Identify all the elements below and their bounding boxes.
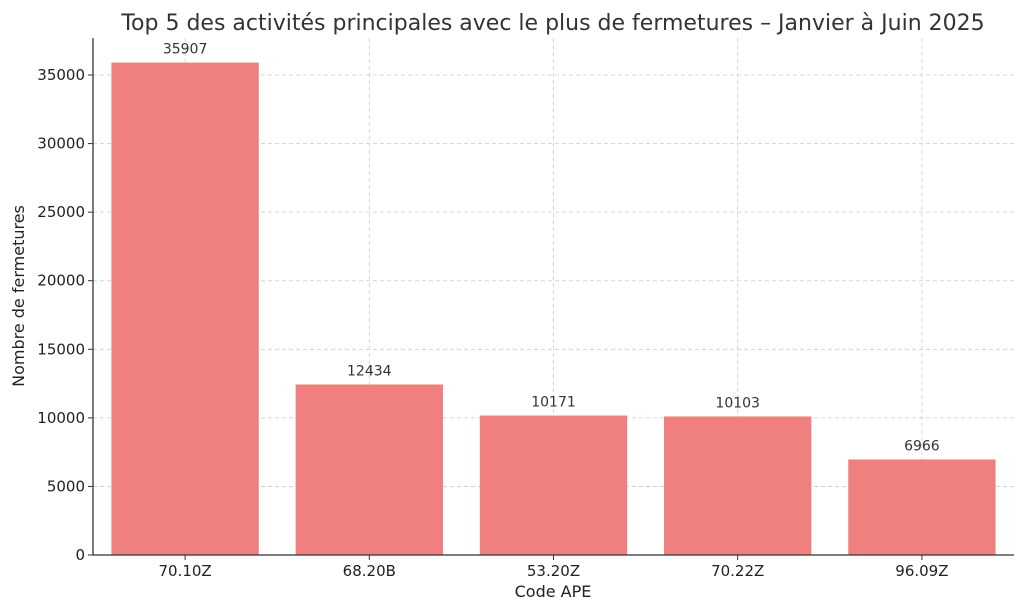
y-tick-label: 5000 — [47, 477, 85, 495]
bar — [848, 459, 996, 555]
y-tick-label: 20000 — [37, 272, 85, 290]
y-axis-title: Nombre de fermetures — [9, 205, 28, 387]
data-label: 35907 — [163, 42, 208, 58]
chart-title: Top 5 des activités principales avec le … — [120, 11, 984, 36]
data-label: 10103 — [715, 395, 760, 411]
x-tick-label: 70.22Z — [711, 562, 764, 580]
y-ticks: 0 5000 10000 15000 20000 25000 30000 35000 — [37, 66, 93, 564]
x-axis-title: Code APE — [515, 582, 592, 601]
data-label: 12434 — [347, 363, 392, 379]
x-ticks: 70.10Z 68.20B 53.20Z 70.22Z 96.09Z — [158, 555, 949, 580]
data-label: 10171 — [531, 395, 576, 411]
bar — [295, 384, 443, 555]
bar — [111, 62, 259, 556]
data-label: 6966 — [904, 438, 940, 454]
y-tick-label: 0 — [75, 546, 85, 564]
y-tick-label: 10000 — [37, 409, 85, 427]
x-tick-label: 68.20B — [343, 562, 396, 580]
data-labels: 35907 12434 10171 10103 6966 — [163, 42, 940, 455]
y-tick-label: 30000 — [37, 135, 85, 153]
y-tick-label: 15000 — [37, 340, 85, 358]
x-tick-label: 53.20Z — [527, 562, 580, 580]
y-tick-label: 25000 — [37, 203, 85, 221]
bar — [479, 415, 628, 555]
bars-layer — [111, 62, 996, 556]
x-tick-label: 96.09Z — [895, 562, 948, 580]
bar — [664, 416, 812, 555]
y-tick-label: 35000 — [37, 66, 85, 84]
x-tick-label: 70.10Z — [158, 562, 211, 580]
